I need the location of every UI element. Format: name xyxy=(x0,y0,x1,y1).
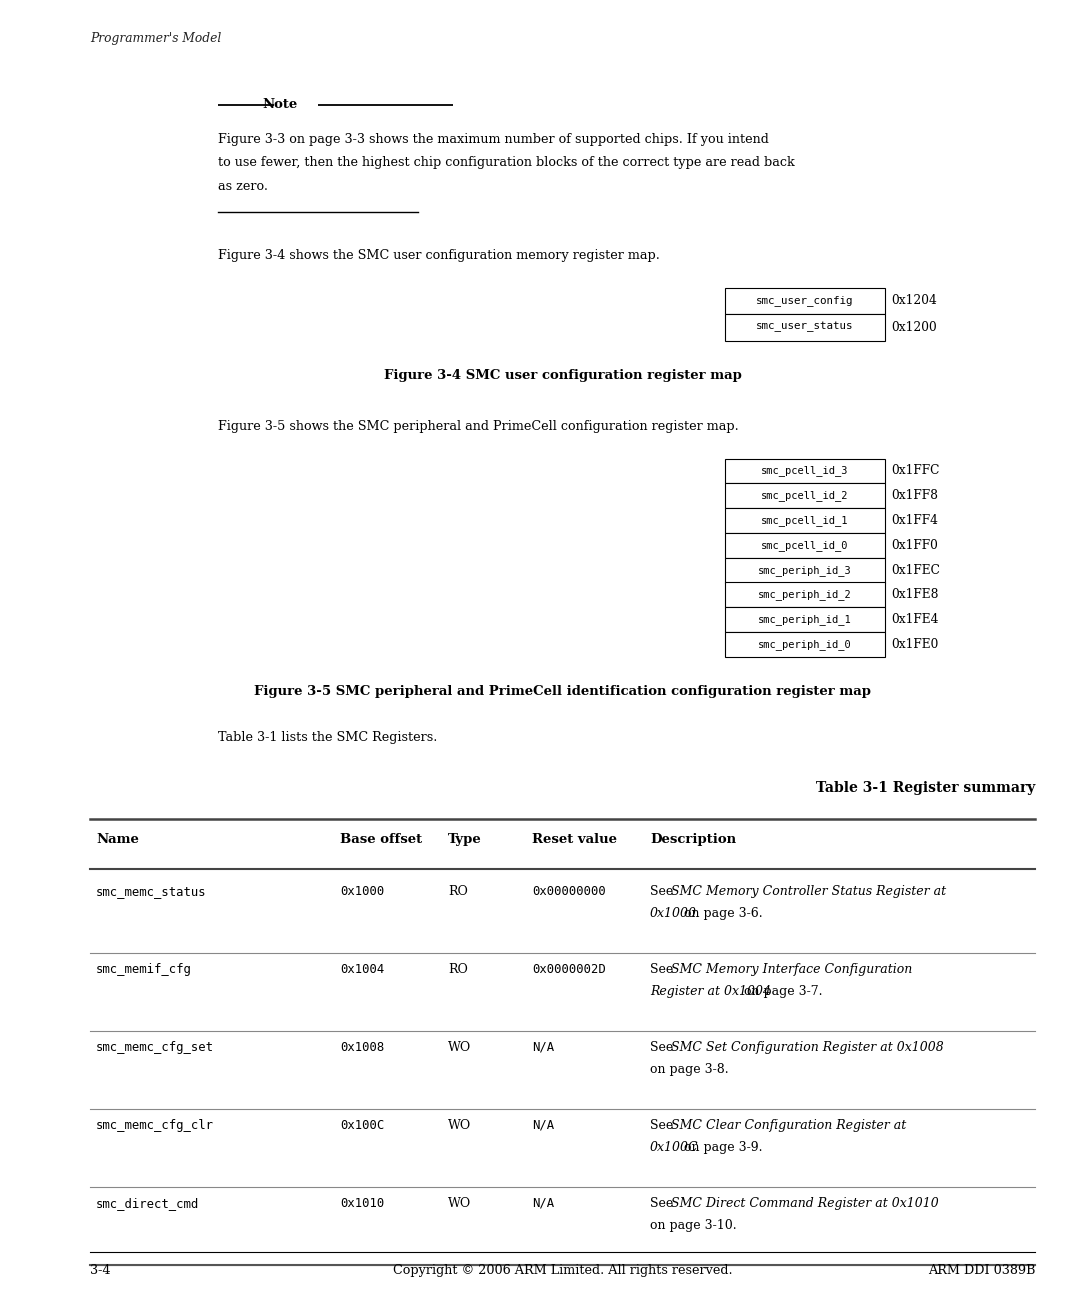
Text: to use fewer, then the highest chip configuration blocks of the correct type are: to use fewer, then the highest chip conf… xyxy=(218,157,795,170)
Text: N/A: N/A xyxy=(532,1041,554,1054)
Text: Name: Name xyxy=(96,833,139,846)
Text: smc_memc_status: smc_memc_status xyxy=(96,885,206,898)
Text: smc_memc_cfg_set: smc_memc_cfg_set xyxy=(96,1041,214,1054)
Bar xyxy=(725,508,885,533)
Text: 0x100C: 0x100C xyxy=(340,1118,384,1131)
Text: 0x1FF4: 0x1FF4 xyxy=(891,515,939,527)
Text: on page 3-9.: on page 3-9. xyxy=(680,1142,762,1155)
Text: 0x100C: 0x100C xyxy=(650,1142,699,1155)
Bar xyxy=(725,483,885,508)
Text: Copyright © 2006 ARM Limited. All rights reserved.: Copyright © 2006 ARM Limited. All rights… xyxy=(393,1264,732,1277)
Text: Reset value: Reset value xyxy=(532,833,617,846)
Text: 0x1000: 0x1000 xyxy=(340,885,384,898)
Text: smc_pcell_id_3: smc_pcell_id_3 xyxy=(761,465,849,477)
Text: Description: Description xyxy=(650,833,737,846)
Text: Table 3-1 Register summary: Table 3-1 Register summary xyxy=(815,781,1035,794)
Text: on page 3-6.: on page 3-6. xyxy=(680,907,762,920)
Text: Figure 3-4 SMC user configuration register map: Figure 3-4 SMC user configuration regist… xyxy=(383,368,742,381)
Text: See: See xyxy=(650,1118,677,1131)
Text: on page 3-10.: on page 3-10. xyxy=(650,1220,737,1232)
Text: smc_user_config: smc_user_config xyxy=(756,295,854,306)
Text: 0x1008: 0x1008 xyxy=(340,1041,384,1054)
Text: smc_memc_cfg_clr: smc_memc_cfg_clr xyxy=(96,1118,214,1131)
Text: 0x1FF8: 0x1FF8 xyxy=(891,489,939,503)
Text: See: See xyxy=(650,885,677,898)
Text: Figure 3-5 SMC peripheral and PrimeCell identification configuration register ma: Figure 3-5 SMC peripheral and PrimeCell … xyxy=(254,684,870,699)
Text: smc_periph_id_3: smc_periph_id_3 xyxy=(758,565,852,575)
Text: WO: WO xyxy=(448,1041,471,1054)
Text: 0x1FFC: 0x1FFC xyxy=(891,464,940,477)
Text: SMC Clear Configuration Register at: SMC Clear Configuration Register at xyxy=(671,1118,906,1131)
Text: 0x1000: 0x1000 xyxy=(650,907,697,920)
Text: SMC Set Configuration Register at 0x1008: SMC Set Configuration Register at 0x1008 xyxy=(671,1041,944,1054)
Text: as zero.: as zero. xyxy=(218,180,268,193)
Bar xyxy=(725,459,885,483)
Text: ARM DDI 0389B: ARM DDI 0389B xyxy=(928,1264,1035,1277)
Text: See: See xyxy=(650,1198,677,1210)
Text: Note: Note xyxy=(262,98,298,111)
Text: 0x1004: 0x1004 xyxy=(340,963,384,976)
Text: See: See xyxy=(650,963,677,976)
Text: smc_direct_cmd: smc_direct_cmd xyxy=(96,1198,199,1210)
Bar xyxy=(725,608,885,632)
Text: smc_pcell_id_0: smc_pcell_id_0 xyxy=(761,540,849,551)
Text: WO: WO xyxy=(448,1118,471,1131)
Text: 0x1204: 0x1204 xyxy=(891,294,936,307)
Text: SMC Direct Command Register at 0x1010: SMC Direct Command Register at 0x1010 xyxy=(671,1198,939,1210)
Bar xyxy=(725,533,885,557)
Text: Figure 3-3 on page 3-3 shows the maximum number of supported chips. If you inten: Figure 3-3 on page 3-3 shows the maximum… xyxy=(218,133,769,146)
Text: 0x00000000: 0x00000000 xyxy=(532,885,606,898)
Text: N/A: N/A xyxy=(532,1198,554,1210)
Text: N/A: N/A xyxy=(532,1118,554,1131)
Bar xyxy=(725,632,885,657)
Bar xyxy=(725,557,885,582)
Text: RO: RO xyxy=(448,963,468,976)
Text: smc_periph_id_1: smc_periph_id_1 xyxy=(758,614,852,625)
Bar xyxy=(725,288,885,314)
Text: See: See xyxy=(650,1041,677,1054)
Text: Type: Type xyxy=(448,833,482,846)
Text: Programmer's Model: Programmer's Model xyxy=(90,32,221,45)
Text: SMC Memory Interface Configuration: SMC Memory Interface Configuration xyxy=(671,963,912,976)
Text: 0x1FEC: 0x1FEC xyxy=(891,564,940,577)
Text: Figure 3-5 shows the SMC peripheral and PrimeCell configuration register map.: Figure 3-5 shows the SMC peripheral and … xyxy=(218,420,739,433)
Text: 0x1FE4: 0x1FE4 xyxy=(891,613,939,626)
Text: Table 3-1 lists the SMC Registers.: Table 3-1 lists the SMC Registers. xyxy=(218,731,437,744)
Text: RO: RO xyxy=(448,885,468,898)
Text: Base offset: Base offset xyxy=(340,833,422,846)
Text: smc_periph_id_2: smc_periph_id_2 xyxy=(758,590,852,600)
Text: smc_pcell_id_2: smc_pcell_id_2 xyxy=(761,490,849,502)
Text: smc_memif_cfg: smc_memif_cfg xyxy=(96,963,192,976)
Text: smc_user_status: smc_user_status xyxy=(756,321,854,333)
Text: Register at 0x1004: Register at 0x1004 xyxy=(650,985,771,998)
Text: 0x1200: 0x1200 xyxy=(891,320,936,334)
Text: Figure 3-4 shows the SMC user configuration memory register map.: Figure 3-4 shows the SMC user configurat… xyxy=(218,250,660,263)
Text: 0x1FE8: 0x1FE8 xyxy=(891,588,939,601)
Text: 0x1FF0: 0x1FF0 xyxy=(891,539,937,552)
Text: 0x1010: 0x1010 xyxy=(340,1198,384,1210)
Text: SMC Memory Controller Status Register at: SMC Memory Controller Status Register at xyxy=(671,885,946,898)
Bar xyxy=(725,582,885,608)
Text: 0x0000002D: 0x0000002D xyxy=(532,963,606,976)
Text: on page 3-8.: on page 3-8. xyxy=(650,1064,729,1077)
Bar xyxy=(725,314,885,341)
Text: on page 3-7.: on page 3-7. xyxy=(740,985,823,998)
Text: smc_pcell_id_1: smc_pcell_id_1 xyxy=(761,515,849,526)
Text: 0x1FE0: 0x1FE0 xyxy=(891,638,939,651)
Text: WO: WO xyxy=(448,1198,471,1210)
Text: smc_periph_id_0: smc_periph_id_0 xyxy=(758,639,852,651)
Text: 3-4: 3-4 xyxy=(90,1264,110,1277)
